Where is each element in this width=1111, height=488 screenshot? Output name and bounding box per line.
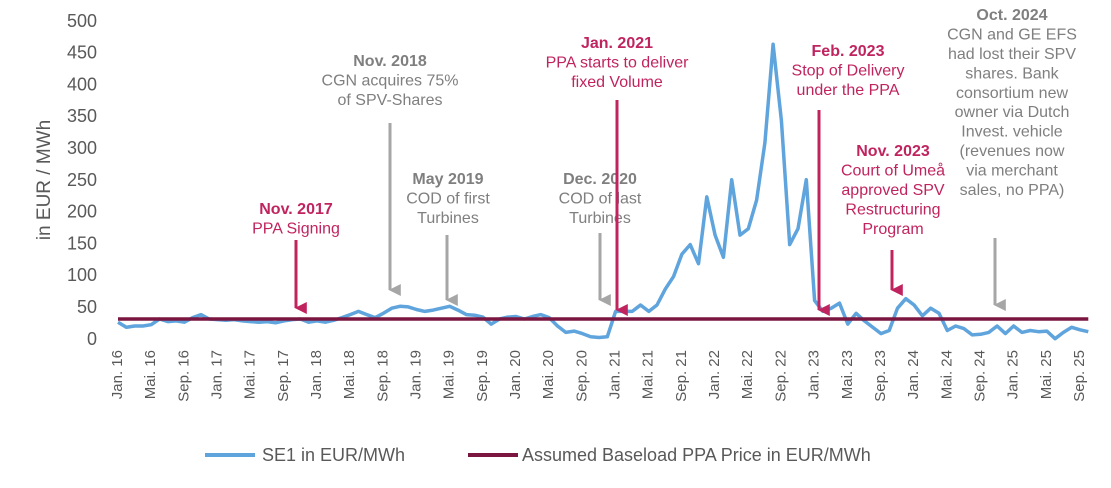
x-tick-label: Jan. 20 [507,350,524,399]
x-tick-label: Sep. 18 [374,350,391,402]
x-tick-label: Sep. 21 [673,350,690,402]
x-tick-label: Jan. 19 [408,350,425,399]
annotation-text: fixed Volume [571,74,663,91]
annotation-title: Oct. 2024 [976,7,1047,24]
annotation-text: COD of first [406,191,490,208]
annotation-text: consortium new [956,85,1068,102]
x-tick-label: Sep. 20 [573,350,590,402]
y-tick-label: 150 [67,233,97,253]
x-tick-label: Sep. 17 [275,350,292,402]
annotation-text: had lost their SPV [948,46,1076,63]
y-tick-label: 100 [67,265,97,285]
annotation-text: sales, no PPA) [960,182,1065,199]
y-tick-label: 200 [67,202,97,222]
x-tick-label: Mai. 17 [242,350,259,399]
annotation-title: May 2019 [412,171,483,188]
x-tick-label: Mai. 21 [640,350,657,399]
annotation-text: via merchant [966,162,1058,179]
y-tick-label: 500 [67,11,97,31]
y-axis-label: in EUR / MWh [34,120,55,240]
x-tick-label: Jan. 23 [806,350,823,399]
x-tick-label: Sep. 24 [971,350,988,402]
annotation-text: Court of Umeå [841,162,945,180]
y-tick-label: 400 [67,74,97,94]
x-tick-label: Sep. 22 [772,350,789,402]
x-tick-label: Jan. 22 [706,350,723,399]
x-tick-label: Jan. 18 [308,350,325,399]
x-tick-label: Jan. 21 [607,350,624,399]
annotation-title: Feb. 2023 [812,43,885,60]
annotation-title: Jan. 2021 [581,35,653,52]
x-tick-label: Mai. 18 [341,350,358,399]
x-tick-label: Sep. 23 [872,350,889,402]
annotation-text: shares. Bank [965,65,1059,82]
y-tick-label: 300 [67,138,97,158]
x-tick-label: Mai. 20 [540,350,557,399]
annotation-text: PPA Signing [252,221,340,238]
annotation-text: PPA starts to deliver [546,55,690,72]
annotation-text: owner via Dutch [955,104,1070,121]
annotation-title: Nov. 2017 [259,201,333,218]
x-tick-label: Mai. 24 [938,350,955,399]
x-tick-label: Jan. 16 [109,350,126,399]
y-tick-label: 50 [77,297,97,317]
x-tick-label: Sep. 19 [474,350,491,402]
annotation-text: approved SPV [841,182,945,199]
x-tick-label: Jan. 17 [208,350,225,399]
annotation-text: CGN acquires 75% [322,73,459,90]
annotation-text: Restructuring [845,202,940,219]
annotation-text: under the PPA [797,82,900,99]
annotation-text: CGN and GE EFS [947,27,1077,44]
y-tick-label: 450 [67,43,97,63]
y-tick-label: 250 [67,170,97,190]
legend-label: Assumed Baseload PPA Price in EUR/MWh [522,445,871,465]
x-tick-label: Mai. 22 [739,350,756,399]
annotation-text: of SPV-Shares [338,92,443,109]
legend-label: SE1 in EUR/MWh [262,445,405,465]
x-tick-label: Mai. 23 [839,350,856,399]
annotation-text: Turbines [569,210,631,227]
x-tick-label: Sep. 16 [175,350,192,402]
y-tick-label: 350 [67,106,97,126]
x-tick-label: Jan. 25 [1005,350,1022,399]
x-tick-label: Mai. 19 [441,350,458,399]
annotation-title: Nov. 2018 [353,53,427,70]
annotation-text: Turbines [417,210,479,227]
annotation-text: Invest. vehicle [961,124,1062,141]
x-tick-label: Jan. 24 [905,350,922,399]
annotation-text: COD of last [559,191,642,208]
y-tick-label: 0 [87,329,97,349]
x-tick-label: Sep. 25 [1071,350,1088,402]
annotation-text: Program [862,221,923,238]
data-line [117,42,1089,341]
annotation-text: Stop of Delivery [792,63,905,80]
annotation-title: Nov. 2023 [856,143,930,160]
annotation-title: Dec. 2020 [563,171,637,188]
x-tick-label: Mai. 16 [142,350,159,399]
annotation-text: (revenues now [960,143,1065,160]
x-tick-label: Mai. 25 [1038,350,1055,399]
